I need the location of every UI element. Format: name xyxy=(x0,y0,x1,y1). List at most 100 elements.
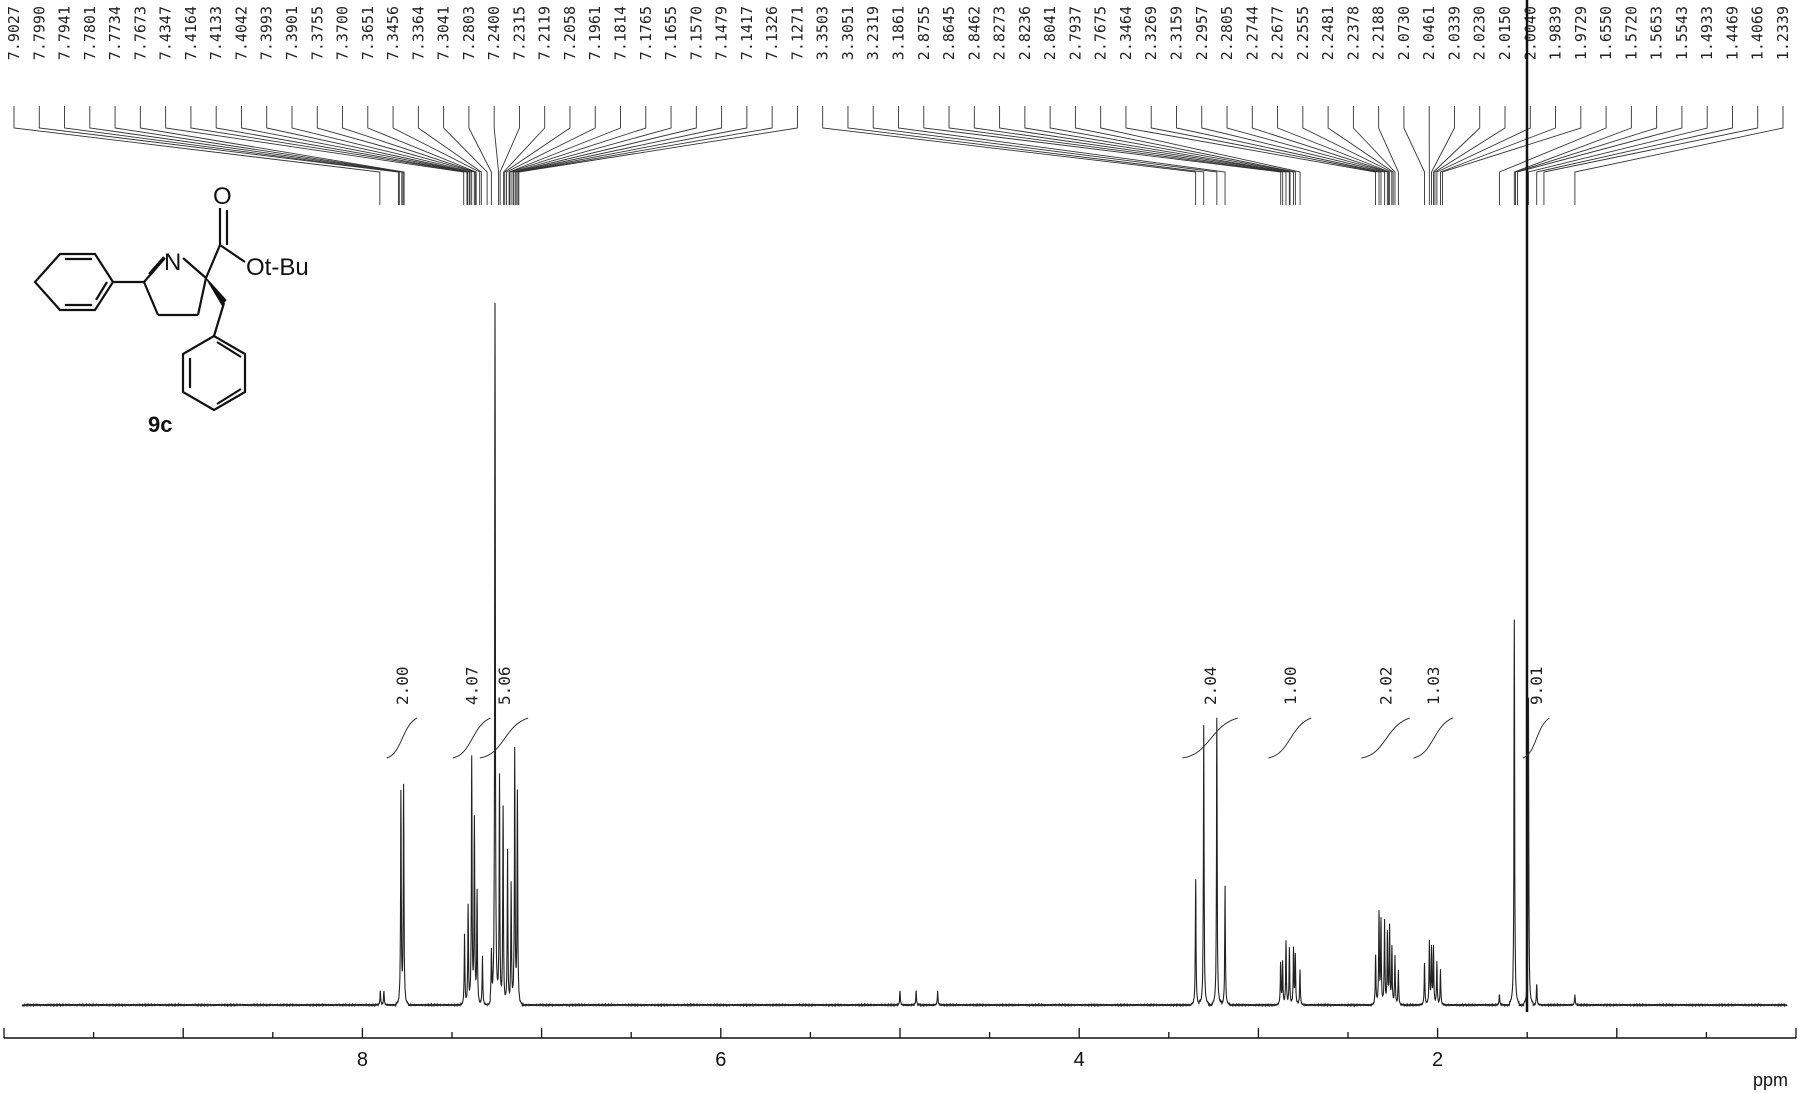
peak-label-connector xyxy=(973,106,1287,205)
peak-label-connector xyxy=(1574,106,1784,205)
peak-label-connector xyxy=(898,106,1226,205)
carbonyl-carbon-bond xyxy=(204,244,222,279)
peak-shift-label: 2.0461 xyxy=(1420,6,1438,60)
imine-double-bond xyxy=(148,256,165,275)
peak-label-connectors xyxy=(13,106,1784,205)
peak-shift-label: 2.2378 xyxy=(1344,6,1362,60)
peak-label-connector xyxy=(1515,106,1658,205)
molecule-structure xyxy=(33,208,247,412)
ester-group-label: Ot-Bu xyxy=(246,254,309,281)
peak-label-connector xyxy=(1125,106,1376,205)
integral-value-label: 2.02 xyxy=(1377,666,1396,705)
peak-shift-label: 7.1417 xyxy=(738,6,756,60)
peak-label-connector xyxy=(13,106,381,205)
peak-shift-label: 2.2744 xyxy=(1243,6,1261,60)
peak-shift-label: 7.1765 xyxy=(637,6,655,60)
peak-shift-label: 2.8462 xyxy=(965,6,983,60)
spectrum-line xyxy=(21,302,1788,1008)
peak-shift-label: 7.4347 xyxy=(157,6,175,60)
peak-shift-label: 2.2188 xyxy=(1370,6,1388,60)
peak-shift-label: 1.4066 xyxy=(1749,6,1767,60)
ring-bond xyxy=(196,277,208,316)
peak-shift-label: 7.3755 xyxy=(308,6,326,60)
ring-bond xyxy=(182,257,207,279)
integral-value-label: 1.00 xyxy=(1281,666,1300,705)
peak-shift-label: 2.8041 xyxy=(1041,6,1059,60)
x-tick-label: 6 xyxy=(715,1049,726,1071)
integral-curve xyxy=(1522,717,1550,759)
peak-shift-label: 2.2805 xyxy=(1218,6,1236,60)
integral-curve xyxy=(386,717,418,759)
peak-shift-label: 2.0230 xyxy=(1471,6,1489,60)
x-tick-label: 2 xyxy=(1432,1049,1443,1071)
peak-shift-label: 2.2555 xyxy=(1294,6,1312,60)
peak-shift-label: 3.1861 xyxy=(890,6,908,60)
peak-label-connector xyxy=(847,106,1205,205)
integral-value-label: 1.03 xyxy=(1424,666,1443,705)
integral-curve xyxy=(1361,717,1410,759)
peak-shift-label: 7.3901 xyxy=(283,6,301,60)
oxygen-atom-label: O xyxy=(213,183,232,210)
peak-shift-label: 1.5543 xyxy=(1673,6,1691,60)
peak-label-connector xyxy=(38,106,399,205)
peak-label-connector xyxy=(948,106,1284,205)
peak-shift-label: 2.3464 xyxy=(1117,6,1135,60)
peak-label-connector xyxy=(1543,106,1759,205)
integral-value-label: 2.04 xyxy=(1201,666,1220,705)
peak-label-connector xyxy=(503,106,546,205)
peak-shift-label: 1.9839 xyxy=(1547,6,1565,60)
compound-id-label: 9c xyxy=(148,412,172,437)
peak-label-connector xyxy=(1517,106,1683,205)
peak-shift-label: 2.8236 xyxy=(1016,6,1034,60)
peak-shift-label: 2.2481 xyxy=(1319,6,1337,60)
imine-bond xyxy=(143,257,166,283)
peak-label-connector xyxy=(190,106,468,205)
x-tick-label: 4 xyxy=(1074,1049,1085,1071)
peak-label-connector xyxy=(1442,106,1582,205)
integral-curve xyxy=(1268,717,1312,759)
peak-label-connector xyxy=(504,106,571,205)
peak-label-connector xyxy=(1433,106,1481,205)
peak-shift-label: 7.2803 xyxy=(460,6,478,60)
peak-shift-label: 1.6550 xyxy=(1597,6,1615,60)
peak-label-connector xyxy=(509,106,647,205)
peak-shift-label: 2.2957 xyxy=(1193,6,1211,60)
peak-shift-label: 7.1326 xyxy=(763,6,781,60)
peak-shift-label: 7.4164 xyxy=(182,6,200,60)
peak-label-connector xyxy=(1431,106,1455,205)
ring-double-bond xyxy=(95,281,108,301)
nitrogen-atom-label: N xyxy=(164,249,181,276)
peak-label-connector xyxy=(316,106,475,205)
integral-curve xyxy=(1182,717,1238,759)
phenyl-ring-left xyxy=(33,252,115,312)
peak-shift-label: 7.3364 xyxy=(409,6,427,60)
peak-label-connector xyxy=(1201,106,1386,205)
peak-shift-label: 7.7990 xyxy=(30,6,48,60)
peak-shift-label: 7.1814 xyxy=(612,6,630,60)
peak-label-connector xyxy=(1150,106,1380,205)
peak-label-connector xyxy=(518,106,798,205)
peak-label-connector xyxy=(1536,106,1733,205)
peak-shift-label: 1.9729 xyxy=(1572,6,1590,60)
peak-shift-label: 2.7937 xyxy=(1066,6,1084,60)
peak-shift-label: 7.3993 xyxy=(258,6,276,60)
ester-bond xyxy=(219,244,246,263)
peak-label-connector xyxy=(513,106,697,205)
peak-label-connector xyxy=(114,106,404,205)
peak-shift-label: 7.4042 xyxy=(232,6,250,60)
peak-label-connector xyxy=(1434,106,1506,205)
peak-shift-label: 2.8273 xyxy=(991,6,1009,60)
peak-shift-label: 2.0040 xyxy=(1521,6,1539,60)
peak-label-connector xyxy=(515,106,748,205)
peak-shift-label: 2.0339 xyxy=(1445,6,1463,60)
peak-shift-label: 7.1271 xyxy=(788,6,806,60)
peak-label-connector xyxy=(1527,106,1708,205)
peak-label-connector xyxy=(511,106,672,205)
spectrum-trace xyxy=(21,302,1788,1008)
peak-label-connector xyxy=(291,106,473,205)
peak-label-connector xyxy=(1498,106,1607,205)
x-tick-label: 8 xyxy=(357,1049,368,1071)
peak-shift-label: 1.4469 xyxy=(1723,6,1741,60)
peak-shift-label: 2.0730 xyxy=(1395,6,1413,60)
peak-label-connector xyxy=(1378,106,1399,205)
